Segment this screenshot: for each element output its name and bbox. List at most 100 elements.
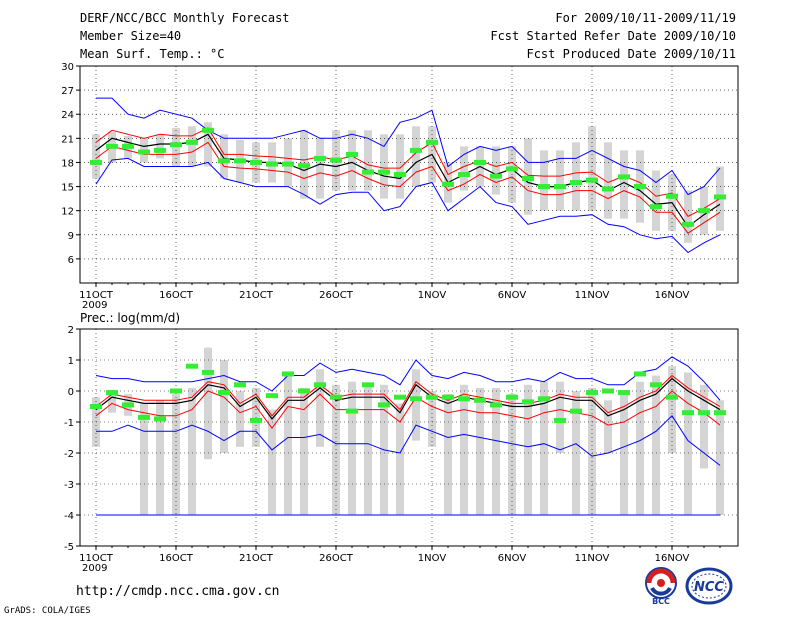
- temperature-obs-marker: [522, 176, 534, 182]
- precipitation-obs-marker: [490, 402, 502, 408]
- temperature-obs-marker: [282, 161, 294, 167]
- precipitation-box: [716, 400, 724, 515]
- temperature-ytick-label: 6: [68, 255, 74, 266]
- precipitation-obs-marker: [426, 394, 438, 400]
- precipitation-ytick-label: -1: [64, 418, 74, 429]
- temperature-xtick-label: 6NOV: [498, 290, 527, 301]
- precipitation-obs-marker: [346, 408, 358, 414]
- temperature-obs-marker: [314, 155, 326, 161]
- precipitation-obs-marker: [506, 394, 518, 400]
- precipitation-xtick-label: 1NOV: [418, 553, 447, 564]
- temperature-box: [92, 134, 100, 179]
- temperature-obs-marker: [154, 147, 166, 153]
- temperature-year-label: 2009: [82, 300, 107, 311]
- bcc-logo: BCC: [645, 567, 677, 606]
- precipitation-obs-marker: [138, 414, 150, 420]
- precipitation-ytick-label: -2: [64, 449, 74, 460]
- temperature-obs-marker: [362, 169, 374, 175]
- precipitation-obs-marker: [410, 396, 422, 402]
- precipitation-xtick-label: 16NOV: [655, 553, 690, 564]
- precipitation-box: [220, 360, 228, 453]
- precipitation-box: [588, 387, 596, 515]
- precipitation-xtick-label: 6NOV: [498, 553, 527, 564]
- precipitation-box: [604, 400, 612, 453]
- precipitation-box: [540, 381, 548, 515]
- precipitation-obs-marker: [698, 410, 710, 416]
- precipitation-obs-marker: [282, 371, 294, 377]
- temperature-obs-marker: [570, 180, 582, 186]
- temperature-obs-marker: [330, 157, 342, 163]
- temperature-box: [220, 134, 228, 179]
- temperature-obs-marker: [394, 172, 406, 177]
- precipitation-obs-marker: [154, 416, 166, 422]
- temperature-variable-label: Mean Surf. Temp.: °C: [80, 47, 225, 61]
- temperature-box: [364, 130, 372, 191]
- precipitation-obs-marker: [122, 402, 134, 408]
- temperature-obs-marker: [714, 194, 726, 200]
- temperature-ytick-label: 30: [61, 62, 74, 73]
- precipitation-box: [364, 384, 372, 515]
- precipitation-box: [508, 394, 516, 515]
- precipitation-obs-marker: [634, 371, 646, 377]
- precipitation-obs-marker: [186, 363, 198, 369]
- temperature-box: [460, 146, 468, 191]
- temperature-lower-line: [95, 141, 721, 234]
- precipitation-plot-frame: [79, 328, 739, 547]
- precipitation-max-line: [95, 356, 721, 401]
- temperature-box: [588, 126, 596, 211]
- precipitation-box: [156, 400, 164, 515]
- precipitation-obs-marker: [666, 394, 678, 400]
- temperature-obs-marker: [458, 172, 470, 177]
- temperature-xtick-label: 26OCT: [319, 290, 354, 301]
- precipitation-obs-marker: [602, 388, 614, 394]
- precipitation-ytick-label: 2: [68, 325, 74, 336]
- temperature-obs-marker: [586, 177, 598, 183]
- precipitation-box: [108, 391, 116, 413]
- temperature-obs-marker: [170, 142, 182, 148]
- precipitation-obs-marker: [378, 402, 390, 408]
- precipitation-lower-line: [95, 390, 721, 430]
- temperature-min-line: [95, 157, 721, 254]
- forecast-produced-date: Fcst Produced Date 2009/10/11: [526, 47, 736, 61]
- chart-title: DERF/NCC/BCC Monthly Forecast: [80, 11, 290, 25]
- grads-credit: GrADS: COLA/IGES: [4, 606, 91, 616]
- precipitation-obs-marker: [218, 390, 230, 396]
- temperature-obs-marker: [138, 149, 150, 155]
- temperature-obs-marker: [122, 143, 134, 149]
- precipitation-obs-marker: [554, 417, 566, 423]
- temperature-obs-marker: [186, 139, 198, 145]
- temperature-obs-marker: [650, 204, 662, 210]
- footer-url[interactable]: http://cmdp.ncc.cma.gov.cn: [76, 584, 280, 599]
- temperature-ytick-label: 18: [61, 158, 74, 169]
- precipitation-obs-marker: [266, 393, 278, 399]
- temperature-panel: 6 9 12 15 18 21 24 27 30 11OCT 16OCT 21OCT 26OCT 1NOV…: [61, 62, 739, 311]
- temperature-box: [572, 142, 580, 211]
- temperature-plot-frame: [79, 65, 739, 284]
- temperature-xtick-label: 11OCT: [79, 290, 114, 301]
- temperature-ytick-label: 9: [68, 231, 74, 242]
- temperature-ytick-label: 21: [61, 134, 74, 145]
- temperature-obs-marker: [474, 159, 486, 165]
- precipitation-obs-marker: [234, 382, 246, 388]
- precipitation-box: [204, 347, 212, 460]
- temperature-obs-marker: [266, 161, 278, 167]
- precipitation-xtick-label: 11NOV: [575, 553, 610, 564]
- precipitation-box: [396, 403, 404, 515]
- svg-text:BCC: BCC: [652, 597, 670, 606]
- ncc-logo: NCC: [685, 567, 733, 605]
- precipitation-xtick-label: 11OCT: [79, 553, 114, 564]
- temperature-obs-marker: [298, 163, 310, 169]
- temperature-box: [396, 134, 404, 199]
- precipitation-ytick-label: -4: [64, 511, 74, 522]
- precipitation-box: [428, 391, 436, 447]
- temperature-box: [316, 138, 324, 199]
- precipitation-xtick-label: 16OCT: [159, 553, 194, 564]
- precipitation-min-line: [96, 415, 721, 466]
- temperature-obs-marker: [378, 169, 390, 175]
- precipitation-obs-marker: [538, 396, 550, 402]
- precipitation-box: [556, 381, 564, 453]
- temperature-obs-marker: [506, 166, 518, 172]
- precipitation-box: [412, 369, 420, 441]
- temperature-ytick-label: 15: [61, 183, 74, 194]
- precipitation-obs-marker: [522, 399, 534, 405]
